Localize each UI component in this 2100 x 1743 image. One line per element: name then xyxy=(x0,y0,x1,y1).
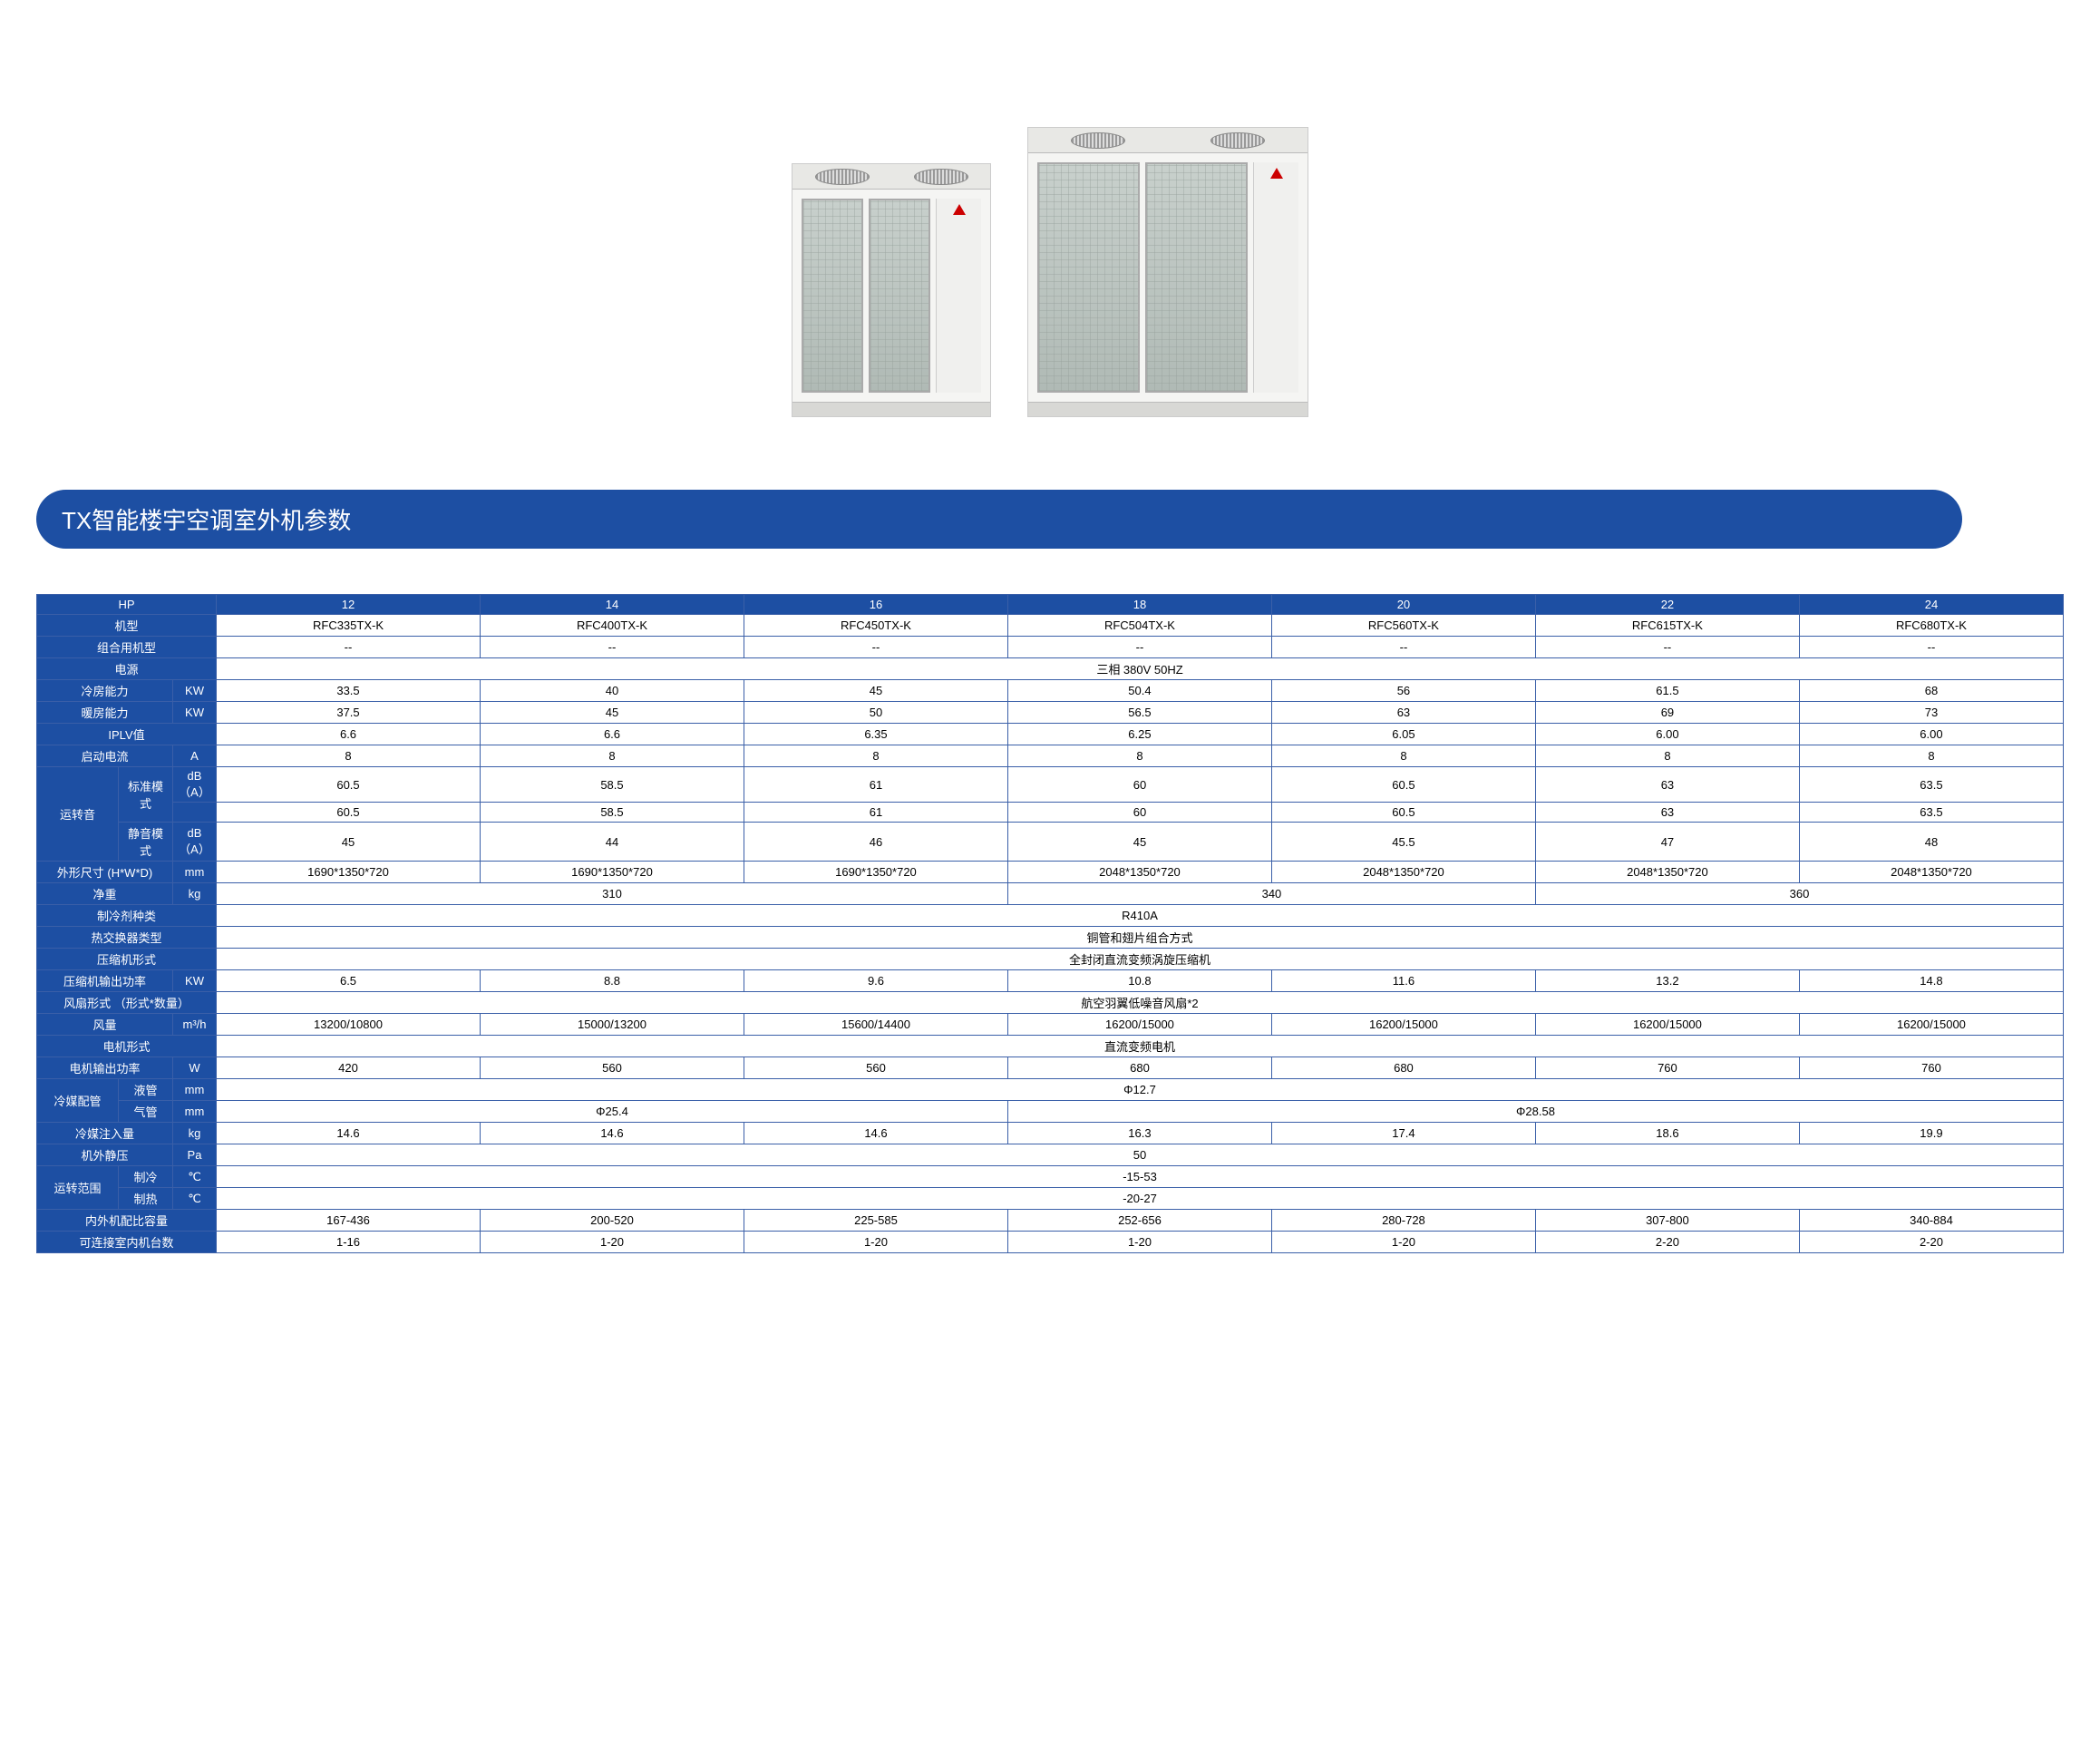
row-start-current: 启动电流 A 88 88 88 8 xyxy=(37,745,2064,767)
row-op-cool: 运转范围 制冷 ℃ -15-53 xyxy=(37,1166,2064,1188)
row-noise-std-2: 60.558.5 6160 60.563 63.5 xyxy=(37,803,2064,823)
row-gas-pipe: 气管 mm Φ25.4 Φ28.58 xyxy=(37,1101,2064,1123)
row-op-heat: 制热 ℃ -20-27 xyxy=(37,1188,2064,1210)
row-heating: 暖房能力 KW 37.545 5056.5 6369 73 xyxy=(37,702,2064,724)
row-refrigerant: 制冷剂种类 R410A xyxy=(37,905,2064,927)
spec-table: HP 12 14 16 18 20 22 24 机型 RFC335TX-K RF… xyxy=(36,594,2064,1253)
product-image-area xyxy=(36,36,2064,417)
section-title: TX智能楼宇空调室外机参数 xyxy=(36,490,1962,549)
outdoor-unit-large xyxy=(1027,127,1308,417)
row-iplv: IPLV值 6.66.6 6.356.25 6.056.00 6.00 xyxy=(37,724,2064,745)
row-charge: 冷媒注入量 kg 14.614.6 14.616.3 17.418.6 19.9 xyxy=(37,1123,2064,1144)
row-fan-form: 风扇形式 （形式*数量） 航空羽翼低噪音风扇*2 xyxy=(37,992,2064,1014)
outdoor-unit-small xyxy=(792,163,991,417)
row-idu-ratio: 内外机配比容量 167-436200-520 225-585252-656 28… xyxy=(37,1210,2064,1232)
row-compressor-type: 压缩机形式 全封闭直流变频涡旋压缩机 xyxy=(37,949,2064,970)
row-liquid-pipe: 冷媒配管 液管 mm Φ12.7 xyxy=(37,1079,2064,1101)
row-weight: 净重 kg 310 340 360 xyxy=(37,883,2064,905)
row-hp: HP 12 14 16 18 20 22 24 xyxy=(37,595,2064,615)
row-motor-type: 电机形式 直流变频电机 xyxy=(37,1036,2064,1057)
row-noise-std-1: 运转音 标准模式 dB（A） 60.558.5 6160 60.563 63.5 xyxy=(37,767,2064,803)
row-power: 电源 三相 380V 50HZ xyxy=(37,658,2064,680)
row-dimensions: 外形尺寸 (H*W*D) mm 1690*1350*7201690*1350*7… xyxy=(37,862,2064,883)
row-noise-quiet: 静音模式 dB（A） 4544 4645 45.547 48 xyxy=(37,823,2064,862)
row-compressor-output: 压缩机输出功率 KW 6.58.8 9.610.8 11.613.2 14.8 xyxy=(37,970,2064,992)
row-ext-static: 机外静压 Pa 50 xyxy=(37,1144,2064,1166)
row-airflow: 风量 m³/h 13200/1080015000/13200 15600/144… xyxy=(37,1014,2064,1036)
row-combo: 组合用机型 -- -- -- -- -- -- -- xyxy=(37,637,2064,658)
row-cooling: 冷房能力 KW 33.540 4550.4 5661.5 68 xyxy=(37,680,2064,702)
row-hx: 热交换器类型 铜管和翅片组合方式 xyxy=(37,927,2064,949)
row-idu-count: 可连接室内机台数 1-161-20 1-201-20 1-202-20 2-20 xyxy=(37,1232,2064,1253)
row-model: 机型 RFC335TX-K RFC400TX-K RFC450TX-K RFC5… xyxy=(37,615,2064,637)
row-motor-output: 电机输出功率 W 420 560 560 680 680 760 760 xyxy=(37,1057,2064,1079)
